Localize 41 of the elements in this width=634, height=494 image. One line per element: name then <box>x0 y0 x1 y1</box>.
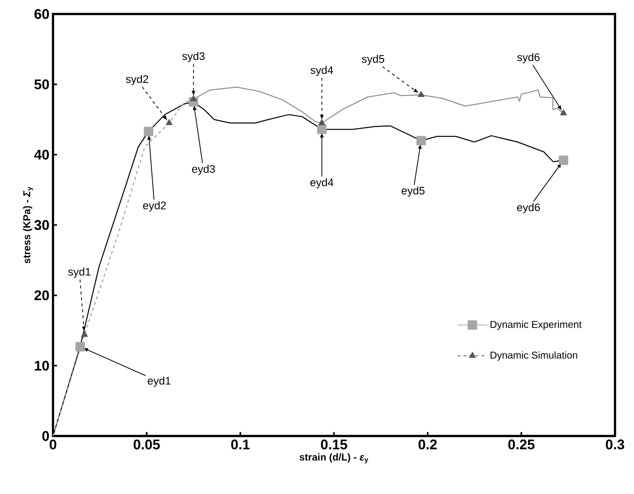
y-tick-label: 30 <box>34 220 49 230</box>
y-tick-label: 50 <box>34 79 49 90</box>
y-tick-label: 40 <box>34 150 49 160</box>
annotation: syd4 <box>310 66 334 76</box>
annotation: syd2 <box>126 74 148 86</box>
annotation: eyd1 <box>148 376 171 387</box>
annotation: syd5 <box>362 54 384 65</box>
x-axis-title: strain (d/L) - ε$_{y}$ <box>300 453 368 464</box>
y-tick-label: 10 <box>34 360 49 371</box>
x-tick-label: 0 <box>50 440 56 450</box>
x-tick-label: 0.25 <box>508 440 535 450</box>
point <box>80 330 88 337</box>
annotation: syd1 <box>68 268 91 278</box>
point <box>144 126 154 136</box>
x-tick-label: 0.1 <box>231 440 250 450</box>
annotation: eyd5 <box>402 186 425 197</box>
point <box>75 342 85 352</box>
point <box>166 119 173 126</box>
y-axis-title: stress (KPa) - Σ$_{y}$ <box>22 186 34 264</box>
annotation: eyd4 <box>310 178 334 188</box>
point <box>418 90 425 97</box>
x-tick-label: 0.05 <box>134 440 160 450</box>
annotation: syd6 <box>517 53 540 64</box>
point <box>317 124 327 134</box>
annotation: eyd3 <box>192 164 215 176</box>
annotation: syd3 <box>182 52 205 62</box>
y-tick-label: 60 <box>34 9 49 19</box>
annotation: eyd2 <box>143 201 166 212</box>
point <box>416 136 426 146</box>
x-tick-label: 0.2 <box>418 440 437 450</box>
x-tick-label: 0.15 <box>320 440 348 450</box>
point <box>560 109 567 116</box>
point <box>190 95 197 102</box>
y-tick-label: 0 <box>42 431 49 441</box>
point <box>558 156 568 165</box>
legend-label: Dynamic Simulation <box>490 351 578 361</box>
x-tick-label: 0.3 <box>606 440 624 450</box>
annotation: eyd6 <box>517 203 540 214</box>
point <box>318 119 326 126</box>
legend-label: Dynamic Experiment <box>490 320 582 330</box>
y-tick-label: 20 <box>34 290 49 300</box>
